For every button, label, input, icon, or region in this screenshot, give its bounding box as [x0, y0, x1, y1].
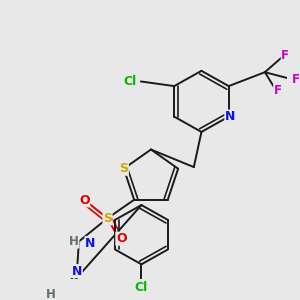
- Text: N: N: [225, 110, 235, 123]
- Text: N: N: [72, 265, 82, 278]
- Text: O: O: [116, 232, 127, 245]
- Text: S: S: [103, 212, 112, 225]
- Text: H: H: [69, 235, 79, 248]
- Text: Cl: Cl: [123, 75, 136, 88]
- Text: S: S: [119, 162, 128, 175]
- Text: F: F: [292, 73, 300, 86]
- Text: H: H: [46, 288, 56, 300]
- Text: O: O: [79, 194, 90, 207]
- Text: F: F: [281, 49, 290, 62]
- Text: F: F: [274, 84, 282, 97]
- Text: N: N: [85, 237, 95, 250]
- Text: Cl: Cl: [135, 281, 148, 294]
